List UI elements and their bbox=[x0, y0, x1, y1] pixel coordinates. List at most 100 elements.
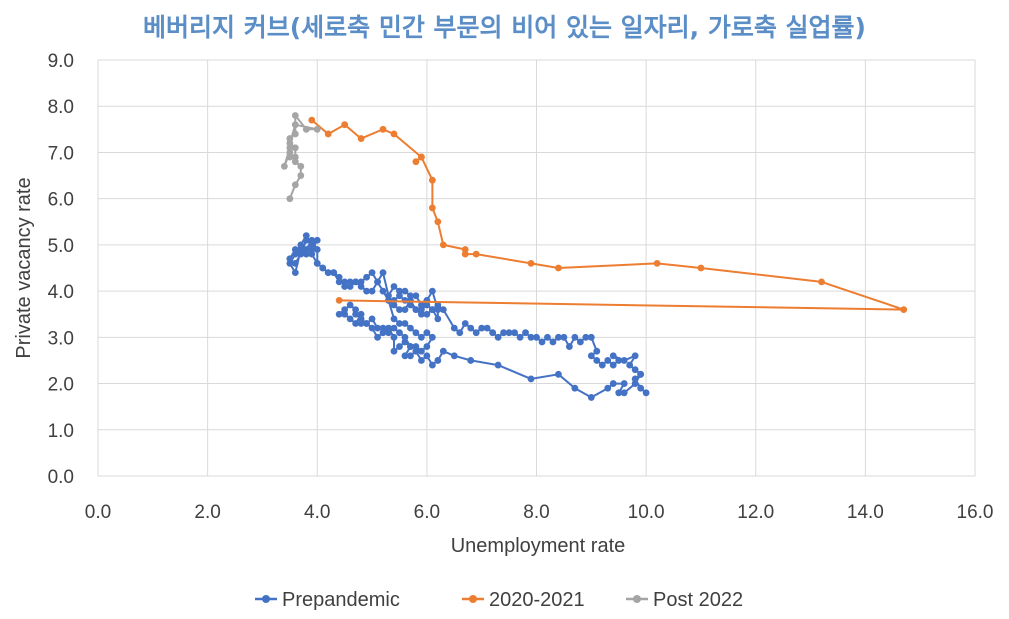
data-point bbox=[598, 361, 606, 369]
data-point bbox=[456, 329, 464, 337]
y-tick-label: 9.0 bbox=[48, 51, 74, 72]
data-point bbox=[609, 352, 617, 360]
data-point bbox=[352, 310, 360, 318]
data-point bbox=[341, 278, 349, 286]
data-point bbox=[401, 287, 409, 295]
y-axis-label: Private vacancy rate bbox=[13, 177, 35, 358]
data-point bbox=[412, 343, 420, 350]
x-tick-label: 10.0 bbox=[628, 502, 665, 523]
data-point bbox=[308, 116, 316, 124]
data-point bbox=[346, 315, 354, 323]
data-point bbox=[291, 112, 299, 119]
data-point bbox=[390, 324, 398, 332]
data-point bbox=[544, 333, 551, 341]
data-point bbox=[417, 357, 425, 364]
data-point bbox=[428, 204, 436, 212]
y-tick-label: 0.0 bbox=[48, 467, 74, 488]
legend-label: Prepandemic bbox=[282, 589, 400, 611]
data-point bbox=[396, 292, 403, 300]
data-point bbox=[335, 296, 343, 304]
data-point bbox=[346, 301, 354, 309]
data-point bbox=[401, 352, 409, 360]
data-point bbox=[407, 343, 414, 350]
data-point bbox=[434, 218, 442, 226]
data-point bbox=[417, 310, 425, 318]
data-point bbox=[604, 384, 612, 392]
legend-item: 2020-2021 bbox=[462, 589, 585, 611]
data-point bbox=[390, 333, 398, 341]
data-point bbox=[385, 329, 392, 337]
data-point bbox=[346, 278, 354, 286]
series-2020-2021 bbox=[308, 116, 908, 313]
data-point bbox=[900, 306, 908, 313]
data-point bbox=[631, 380, 639, 387]
y-tick-label: 8.0 bbox=[48, 97, 74, 118]
legend-item: Prepandemic bbox=[255, 589, 400, 611]
data-point bbox=[401, 333, 409, 341]
data-point bbox=[494, 361, 502, 369]
data-point bbox=[330, 269, 338, 277]
data-point bbox=[593, 357, 601, 364]
y-tick-label: 5.0 bbox=[48, 236, 74, 257]
series-line bbox=[311, 119, 905, 311]
data-point bbox=[637, 384, 645, 392]
data-point bbox=[428, 176, 436, 184]
data-point bbox=[428, 306, 436, 313]
data-point bbox=[412, 158, 420, 166]
data-point bbox=[308, 246, 316, 253]
data-point bbox=[291, 250, 299, 258]
data-point bbox=[390, 315, 398, 323]
gridlines bbox=[97, 59, 976, 477]
data-point bbox=[379, 324, 387, 332]
data-point bbox=[313, 125, 321, 133]
data-point bbox=[511, 329, 518, 337]
data-point bbox=[467, 324, 475, 332]
data-point bbox=[291, 130, 299, 138]
legend-swatch-marker bbox=[633, 595, 641, 603]
data-point bbox=[374, 324, 381, 332]
data-point bbox=[286, 195, 294, 203]
data-point bbox=[555, 264, 562, 272]
data-point bbox=[500, 329, 508, 337]
data-point bbox=[286, 259, 294, 267]
data-point bbox=[631, 366, 639, 374]
data-point bbox=[297, 162, 305, 170]
data-point bbox=[396, 306, 403, 313]
data-point bbox=[527, 375, 535, 383]
data-point bbox=[653, 259, 661, 267]
data-point bbox=[604, 357, 612, 364]
data-series bbox=[280, 112, 908, 401]
data-point bbox=[324, 130, 332, 138]
chart-title: 베버리지 커브(세로축 민간 부문의 비어 있는 일자리, 가로축 실업률) bbox=[143, 13, 866, 42]
data-point bbox=[374, 278, 381, 286]
data-point bbox=[396, 343, 403, 350]
x-axis-label: Unemployment rate bbox=[451, 535, 626, 557]
legend-label: 2020-2021 bbox=[489, 589, 585, 611]
data-point bbox=[505, 329, 513, 337]
data-point bbox=[379, 125, 387, 133]
x-tick-label: 4.0 bbox=[304, 502, 330, 523]
data-point bbox=[368, 315, 376, 323]
data-point bbox=[407, 301, 414, 309]
data-point bbox=[489, 329, 497, 337]
data-point bbox=[522, 329, 529, 337]
data-point bbox=[335, 310, 343, 318]
series-post-2022 bbox=[280, 112, 321, 203]
data-point bbox=[401, 296, 409, 304]
data-point bbox=[374, 333, 381, 341]
data-point bbox=[428, 333, 436, 341]
data-point bbox=[576, 338, 584, 346]
data-point bbox=[565, 343, 573, 350]
data-point bbox=[560, 333, 568, 341]
data-point bbox=[582, 333, 590, 341]
data-point bbox=[434, 315, 442, 323]
tick-labels: 0.0 2.0 4.0 6.0 8.0 10.0 12.0 14.0 16.0 0.0 1.0 2.0… bbox=[48, 51, 994, 523]
data-point bbox=[357, 315, 365, 323]
data-point bbox=[302, 125, 310, 133]
data-point bbox=[286, 139, 294, 147]
data-point bbox=[527, 259, 535, 267]
data-point bbox=[368, 269, 376, 277]
data-point bbox=[818, 278, 825, 286]
data-point bbox=[335, 278, 343, 286]
